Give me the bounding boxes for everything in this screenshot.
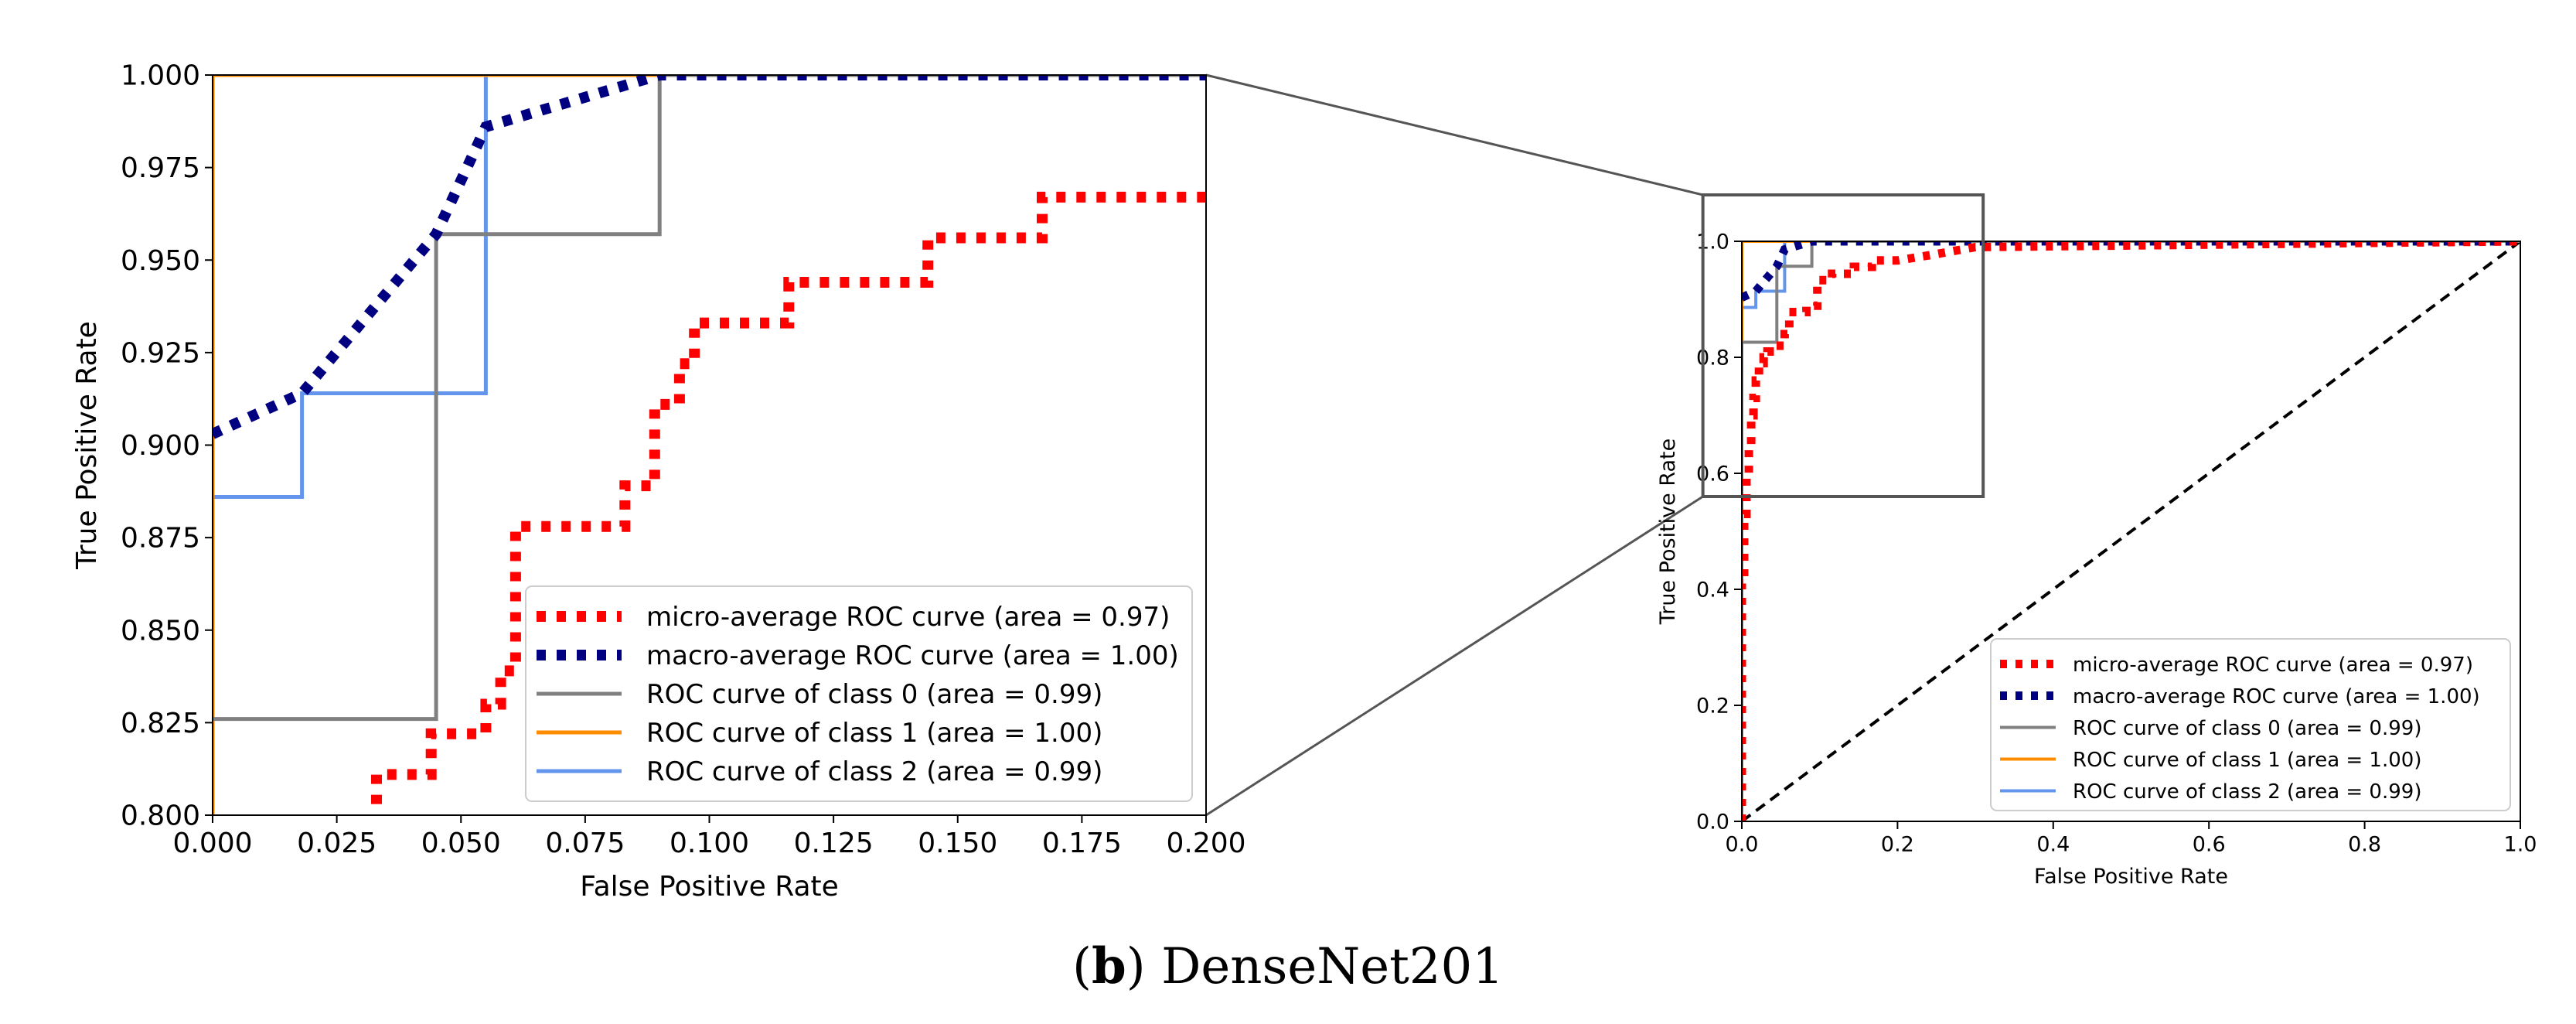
- legend: micro-average ROC curve (area = 0.97) mac…: [1990, 638, 2511, 811]
- legend-label: micro-average ROC curve (area = 0.97): [2073, 654, 2473, 677]
- x-tick-label: 0.150: [918, 828, 997, 859]
- y-tick-label: 0.875: [121, 523, 200, 555]
- y-tick-label: 0.4: [1696, 578, 1729, 602]
- class-0-curve: [213, 75, 1206, 722]
- connector-line-bottom: [1205, 495, 1704, 817]
- caption-letter: b: [1092, 937, 1126, 995]
- micro-average-curve: [1742, 241, 2520, 821]
- legend-label: ROC curve of class 1 (area = 1.00): [2073, 749, 2421, 772]
- x-tick-label: 0.6: [2193, 832, 2226, 856]
- zoom-connector-lines: [1205, 73, 1704, 817]
- y-axis-label: True Positive Rate: [1656, 439, 1680, 626]
- y-tick-label: 1.000: [121, 60, 200, 92]
- y-axis-label: True Positive Rate: [71, 321, 103, 570]
- zoom-region-box: [1701, 193, 1985, 498]
- x-tick-label: 0.100: [670, 828, 749, 859]
- x-axis-label: False Positive Rate: [580, 871, 839, 903]
- y-tick-label: 0.900: [121, 430, 200, 462]
- micro-average-curve: [371, 191, 1206, 804]
- y-tick-label: 0.925: [121, 337, 200, 369]
- y-tick-label: 0.950: [121, 245, 200, 277]
- legend-label: macro-average ROC curve (area = 1.00): [2073, 685, 2480, 708]
- legend-label: micro-average ROC curve (area = 0.97): [646, 602, 1170, 633]
- x-tick-label: 0.000: [172, 828, 252, 859]
- x-tick-label: 0.025: [297, 828, 377, 859]
- x-tick-label: 0.0: [1726, 832, 1759, 856]
- x-tick-label: 1.0: [2504, 832, 2537, 856]
- class-2-curve: [1742, 241, 2520, 821]
- x-tick-label: 0.4: [2036, 832, 2070, 856]
- y-tick-label: 1.0: [1696, 230, 1729, 254]
- x-axis-label: False Positive Rate: [2034, 865, 2228, 889]
- legend-label: ROC curve of class 0 (area = 0.99): [646, 679, 1102, 710]
- caption-text: DenseNet201: [1161, 938, 1504, 995]
- legend-box: [525, 585, 1193, 802]
- class-2-curve: [213, 75, 1206, 499]
- y-tick-label: 0.825: [121, 708, 200, 739]
- legend-label: ROC curve of class 2 (area = 0.99): [2073, 780, 2421, 804]
- legend-label: ROC curve of class 1 (area = 1.00): [646, 718, 1102, 749]
- macro-average-curve: [213, 75, 1206, 439]
- zoomed-roc-chart: 0.000 0.025 0.050 0.075 0.100 0.125 0.150 0.175…: [71, 60, 1246, 903]
- legend-label: macro-average ROC curve (area = 1.00): [646, 640, 1179, 671]
- x-tick-label: 0.050: [421, 828, 501, 859]
- y-tick-label: 0.6: [1696, 462, 1729, 486]
- x-tick-label: 0.2: [1881, 832, 1914, 856]
- y-tick-label: 0.850: [121, 615, 200, 647]
- x-tick-label: 0.8: [2348, 832, 2381, 856]
- y-tick-label: 0.8: [1696, 346, 1729, 370]
- legend-label: ROC curve of class 2 (area = 0.99): [646, 756, 1102, 787]
- y-tick-label: 0.0: [1696, 810, 1729, 834]
- chance-diagonal: [1742, 241, 2520, 821]
- x-tick-label: 0.200: [1166, 828, 1245, 859]
- x-tick-label: 0.125: [794, 828, 874, 859]
- x-tick-label: 0.175: [1042, 828, 1122, 859]
- y-tick-label: 0.800: [121, 800, 200, 832]
- plot-area: [213, 75, 1206, 815]
- full-roc-chart: 0.0 0.2 0.4 0.6 0.8 1.0 0.0 0.2 0.4 0.6 0.8 1.0 Fals…: [1656, 193, 2537, 889]
- legend-box: [1990, 638, 2511, 811]
- plot-area: [1742, 241, 2520, 821]
- axes-frame: [1741, 241, 2521, 822]
- legend: micro-average ROC curve (area = 0.97) mac…: [525, 585, 1193, 802]
- connector-line-top: [1205, 73, 1704, 196]
- legend-label: ROC curve of class 0 (area = 0.99): [2073, 717, 2421, 740]
- y-tick-label: 0.975: [121, 152, 200, 184]
- x-tick-label: 0.075: [545, 828, 625, 859]
- figure-caption: (b) DenseNet201: [1072, 937, 1504, 995]
- y-tick-label: 0.2: [1696, 694, 1729, 718]
